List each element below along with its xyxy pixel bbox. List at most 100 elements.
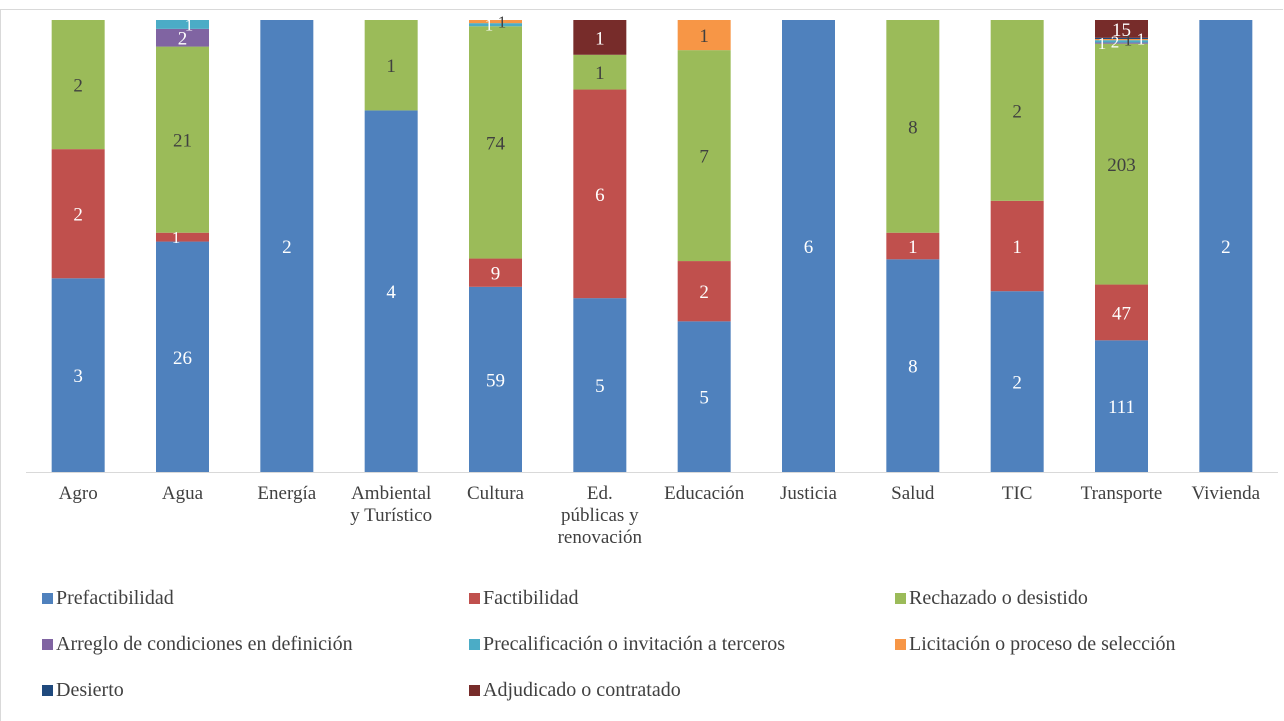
x-tick-label-agua: Agua xyxy=(135,483,231,505)
data-label-justicia-prefactibilidad: 6 xyxy=(804,237,814,258)
bar-segment-cultura-rechazado-o-desistido xyxy=(469,26,522,259)
x-tick-label-line: Agro xyxy=(58,483,98,504)
legend-item-factibilidad: Factibilidad xyxy=(469,586,579,610)
data-label-agua-factibilidad: 1 xyxy=(172,228,181,247)
x-tick-label-line: Energía xyxy=(257,483,317,504)
data-label-transporte-desierto: 1 xyxy=(1137,29,1146,48)
bar-segment-cultura-prefactibilidad xyxy=(469,286,522,472)
legend-label: Desierto xyxy=(56,679,124,701)
data-label-tic-rechazado-o-desistido: 2 xyxy=(1012,101,1022,122)
x-tick-label-salud: Salud xyxy=(865,483,961,505)
bar-segment-agua-prefactibilidad xyxy=(156,241,209,472)
legend-label: Rechazado o desistido xyxy=(909,587,1088,609)
data-label-transporte-rechazado-o-desistido: 203 xyxy=(1107,155,1136,176)
bar-segment-transporte-factibilidad xyxy=(1095,284,1148,341)
legend-label: Precalificación o invitación a terceros xyxy=(483,633,786,655)
x-tick-label-energia: Energía xyxy=(239,483,335,505)
legend-item-licitacion-o-proceso-de-seleccion: Licitación o proceso de selección xyxy=(895,632,1176,656)
legend-swatch xyxy=(42,638,53,650)
bar-segment-ed-publicas-y-renovacion-factibilidad xyxy=(573,89,627,299)
bar-segment-ed-publicas-y-renovacion-rechazado-o-desistido xyxy=(573,54,627,90)
legend-item-adjudicado-o-contratado: Adjudicado o contratado xyxy=(469,678,681,702)
bar-segment-ambiental-y-turistico-prefactibilidad xyxy=(364,110,418,473)
legend-swatch xyxy=(469,592,480,604)
bar-segment-transporte-adjudicado-o-contratado xyxy=(1095,20,1148,38)
data-label-agua-arreglo-de-condiciones-en-definicion: 2 xyxy=(178,29,188,50)
legend-item-precalificacion-o-invitacion-a-terceros: Precalificación o invitación a terceros xyxy=(469,632,785,656)
legend-item-prefactibilidad: Prefactibilidad xyxy=(42,586,174,610)
bar-segment-ambiental-y-turistico-rechazado-o-desistido xyxy=(364,20,418,111)
legend-swatch xyxy=(895,592,906,604)
legend-label: Licitación o proceso de selección xyxy=(909,633,1176,655)
data-label-ed-publicas-y-renovacion-prefactibilidad: 5 xyxy=(595,376,605,397)
bar-segment-transporte-rechazado-o-desistido xyxy=(1095,43,1148,285)
data-label-educacion-prefactibilidad: 5 xyxy=(699,388,709,409)
data-label-educacion-factibilidad: 2 xyxy=(699,282,709,303)
bar-segment-agro-rechazado-o-desistido xyxy=(51,20,105,150)
data-label-agua-rechazado-o-desistido: 21 xyxy=(173,131,192,152)
data-label-transporte-adjudicado-o-contratado: 15 xyxy=(1112,20,1131,41)
bar-segment-tic-rechazado-o-desistido xyxy=(990,20,1044,201)
bar-segment-transporte-desierto xyxy=(1095,37,1148,39)
data-label-ambiental-y-turistico-prefactibilidad: 4 xyxy=(386,282,396,303)
x-tick-label-line: Cultura xyxy=(467,483,524,504)
bar-segment-agua-factibilidad xyxy=(156,232,209,242)
x-tick-label-line: públicas y xyxy=(561,505,639,526)
data-label-cultura-prefactibilidad: 59 xyxy=(486,370,505,391)
bar-segment-cultura-precalificacion-o-invitacion-a-terceros xyxy=(469,23,522,27)
legend-label: Factibilidad xyxy=(483,587,579,609)
bar-segment-transporte-licitacion-o-proceso-de-seleccion xyxy=(1095,38,1148,41)
legend-label: Arreglo de condiciones en definición xyxy=(56,633,353,655)
x-tick-label-vivienda: Vivienda xyxy=(1178,483,1274,505)
data-label-cultura-precalificacion-o-invitacion-a-terceros: 1 xyxy=(485,16,494,35)
data-label-transporte-licitacion-o-proceso-de-seleccion: 1 xyxy=(1124,31,1133,50)
x-tick-label-line: TIC xyxy=(1001,483,1033,504)
bar-segment-educacion-licitacion-o-proceso-de-seleccion xyxy=(677,20,731,51)
bar-segment-cultura-licitacion-o-proceso-de-seleccion xyxy=(469,20,522,24)
x-tick-label-line: Educación xyxy=(664,483,745,504)
bar-segment-vivienda-prefactibilidad xyxy=(1199,20,1253,472)
legend-item-desierto: Desierto xyxy=(42,678,124,702)
data-label-agua-precalificacion-o-invitacion-a-terceros: 1 xyxy=(185,15,194,34)
bar-segment-salud-rechazado-o-desistido xyxy=(886,20,940,233)
data-label-vivienda-prefactibilidad: 2 xyxy=(1221,237,1231,258)
legend-label: Adjudicado o contratado xyxy=(483,679,681,701)
bar-segment-ed-publicas-y-renovacion-prefactibilidad xyxy=(573,298,627,472)
chart-frame xyxy=(0,9,1283,721)
data-label-transporte-prefactibilidad: 111 xyxy=(1108,397,1135,418)
bar-segment-educacion-rechazado-o-desistido xyxy=(677,50,731,262)
x-tick-label-line: Ed. xyxy=(586,483,613,504)
bar-segment-transporte-precalificacion-o-invitacion-a-terceros xyxy=(1095,40,1148,43)
legend-swatch xyxy=(469,638,480,650)
x-tick-label-transporte: Transporte xyxy=(1074,483,1170,505)
data-label-agro-prefactibilidad: 3 xyxy=(73,366,83,387)
data-label-educacion-rechazado-o-desistido: 7 xyxy=(699,147,709,168)
data-label-cultura-factibilidad: 9 xyxy=(491,264,501,285)
bar-segment-agro-factibilidad xyxy=(51,149,105,279)
data-label-agua-prefactibilidad: 26 xyxy=(173,348,192,369)
bar-segment-transporte-prefactibilidad xyxy=(1095,340,1148,472)
legend-item-arreglo-de-condiciones-en-definicion: Arreglo de condiciones en definición xyxy=(42,632,353,656)
legend-swatch xyxy=(42,684,53,696)
data-label-transporte-factibilidad: 47 xyxy=(1112,303,1131,324)
data-label-agro-rechazado-o-desistido: 2 xyxy=(73,76,83,97)
x-tick-label-line: Vivienda xyxy=(1191,483,1261,504)
x-tick-label-line: Transporte xyxy=(1080,483,1163,504)
legend-swatch xyxy=(469,684,480,696)
data-label-ambiental-y-turistico-rechazado-o-desistido: 1 xyxy=(386,56,396,77)
data-label-ed-publicas-y-renovacion-adjudicado-o-contratado: 1 xyxy=(595,28,605,49)
x-tick-label-line: renovación xyxy=(557,527,642,548)
bar-segment-agua-rechazado-o-desistido xyxy=(156,46,209,233)
bar-segment-agua-precalificacion-o-invitacion-a-terceros xyxy=(156,20,209,29)
x-tick-label-cultura: Cultura xyxy=(448,483,544,505)
data-label-tic-factibilidad: 1 xyxy=(1012,237,1022,258)
data-label-transporte-precalificacion-o-invitacion-a-terceros: 2 xyxy=(1111,32,1120,51)
x-tick-label-line: Salud xyxy=(891,483,935,504)
bar-segment-justicia-prefactibilidad xyxy=(782,20,835,472)
x-tick-label-line: Ambiental xyxy=(351,483,432,504)
data-label-salud-factibilidad: 1 xyxy=(908,237,918,258)
data-label-agro-factibilidad: 2 xyxy=(73,205,83,226)
data-label-educacion-licitacion-o-proceso-de-seleccion: 1 xyxy=(699,26,709,47)
bar-segment-energia-prefactibilidad xyxy=(260,20,314,472)
bar-segment-cultura-factibilidad xyxy=(469,258,522,287)
